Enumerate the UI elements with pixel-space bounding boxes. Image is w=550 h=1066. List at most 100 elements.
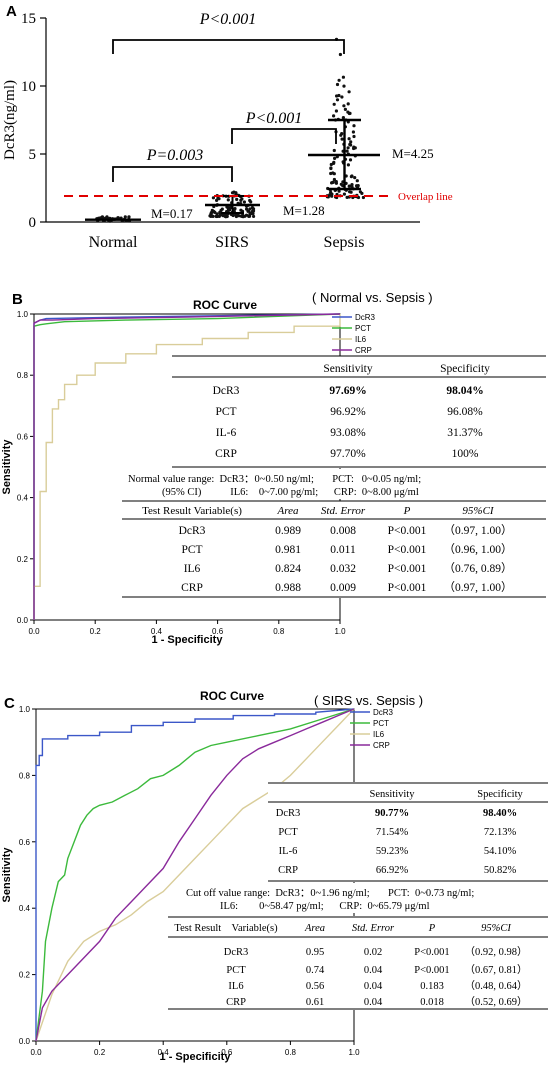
panel-a-dots	[95, 37, 365, 223]
y-tick-label: 0	[29, 215, 37, 231]
stat-cell: IL6	[228, 981, 243, 992]
x-tick-label: 0.4	[151, 627, 163, 636]
row-name: CRP	[215, 448, 237, 460]
y-tick-label: 10	[21, 79, 36, 95]
panel-b-y-label: Sensitivity	[1, 439, 13, 495]
data-dot	[329, 166, 333, 171]
data-dot	[246, 209, 250, 213]
data-dot	[127, 215, 131, 219]
data-dot	[212, 209, 216, 214]
panel-c-title: ROC Curve	[200, 689, 264, 703]
stat-cell: 0.011	[330, 544, 356, 556]
data-dot	[337, 78, 341, 82]
data-dot	[215, 198, 219, 202]
panel-c-range-bg	[180, 883, 548, 913]
data-dot	[355, 179, 359, 183]
y-tick-label: 0.6	[17, 432, 29, 441]
data-dot	[347, 184, 351, 188]
stat-cell: P<0.001	[388, 525, 427, 537]
data-dot	[332, 172, 336, 176]
stat-cell: 0.61	[306, 997, 324, 1008]
sens-header: Sensitivity	[323, 363, 372, 375]
sens-value: 93.08%	[330, 427, 366, 439]
data-dot	[226, 198, 230, 202]
x-tick-label: 0.6	[212, 627, 224, 636]
spec-value: 100%	[452, 448, 479, 460]
data-dot	[346, 146, 350, 150]
data-dot	[252, 209, 256, 213]
panel-b-x-label: 1 - Specificity	[152, 634, 224, 646]
data-dot	[230, 191, 235, 195]
stat-cell: P<0.001	[414, 947, 449, 958]
y-tick-label: 15	[21, 11, 36, 27]
x-tick-label: 0.0	[28, 627, 40, 636]
spec-header: Specificity	[440, 363, 490, 375]
panel-b-ticks: 0.0 0.0 0.2 0.2 0.4 0.4 0.6 0.6 0.8 0.8 1.0 1.0	[17, 310, 346, 636]
data-dot	[352, 145, 356, 149]
data-dot	[248, 207, 252, 211]
median-label-sepsis: M=4.25	[392, 146, 434, 161]
bracket-normal-sepsis	[112, 39, 345, 54]
x-tick-label: 1.0	[348, 1048, 360, 1057]
data-dot	[342, 104, 346, 108]
data-dot	[223, 214, 228, 219]
median-label-sirs: M=1.28	[283, 203, 325, 218]
stat-cell: 0.009	[330, 582, 356, 594]
data-dot	[349, 140, 353, 144]
y-tick-label: 0.4	[17, 494, 29, 503]
legend-label-crp: CRP	[355, 346, 372, 355]
data-dot	[330, 194, 334, 198]
data-dot	[229, 206, 233, 210]
data-dot	[350, 183, 354, 187]
data-dot	[341, 75, 345, 79]
stat-header: Std. Error	[352, 923, 395, 934]
panel-b-stat-table: Test Result Variable(s) Area Std. Error …	[122, 500, 546, 598]
roc-curve-il6	[35, 708, 355, 1042]
data-dot	[235, 197, 239, 201]
panel-b-title: ROC Curve	[193, 298, 257, 312]
data-dot	[338, 52, 342, 57]
data-dot	[346, 163, 350, 167]
data-dot	[242, 200, 246, 204]
sens-value: 66.92%	[376, 865, 409, 876]
legend-label-crp: CRP	[373, 741, 390, 750]
data-dot	[215, 212, 219, 216]
stat-cell: IL6	[184, 563, 201, 575]
data-dot	[352, 124, 356, 128]
stat-cell: （0.97, 1.00）	[444, 581, 513, 594]
stat-cell: PCT	[181, 544, 202, 556]
spec-value: 98.04%	[446, 385, 483, 397]
stat-cell: 0.95	[306, 947, 324, 958]
sens-value: 71.54%	[376, 827, 409, 838]
stat-cell: 0.981	[275, 544, 301, 556]
data-dot	[351, 130, 355, 134]
data-dot	[339, 133, 343, 137]
panel-a-y-label: DcR3(ng/ml)	[2, 80, 18, 160]
data-dot	[217, 197, 221, 201]
data-dot	[333, 156, 337, 160]
data-dot	[349, 190, 353, 194]
stat-header: Test Result Variable(s)	[142, 505, 242, 517]
y-tick-label: 0.2	[17, 555, 29, 564]
data-dot	[341, 116, 345, 120]
panel-c-range-line1: Cut off value range: DcR3：0~1.96 ng/ml; …	[186, 888, 474, 899]
y-tick-label: 0.6	[19, 838, 31, 847]
p-value-normal-sepsis: P<0.001	[199, 11, 257, 28]
sens-header: Sensitivity	[370, 789, 416, 800]
data-dot	[352, 134, 356, 139]
p-value-normal-sirs: P=0.003	[146, 147, 204, 164]
data-dot	[214, 214, 218, 218]
panel-c-x-label: 1 - Specificity	[160, 1051, 232, 1063]
stat-cell: 0.56	[306, 981, 324, 992]
stat-header: Area	[304, 923, 325, 934]
data-dot	[340, 95, 344, 99]
panel-b-subtitle: ( Normal vs. Sepsis )	[312, 290, 433, 305]
row-name: DcR3	[213, 385, 240, 397]
data-dot	[334, 180, 338, 184]
stat-cell: 0.018	[420, 997, 444, 1008]
stat-header: 95%CI	[481, 923, 511, 934]
roc-curve-crp	[35, 708, 355, 1042]
stat-cell: （0.52, 0.69）	[465, 996, 528, 1008]
